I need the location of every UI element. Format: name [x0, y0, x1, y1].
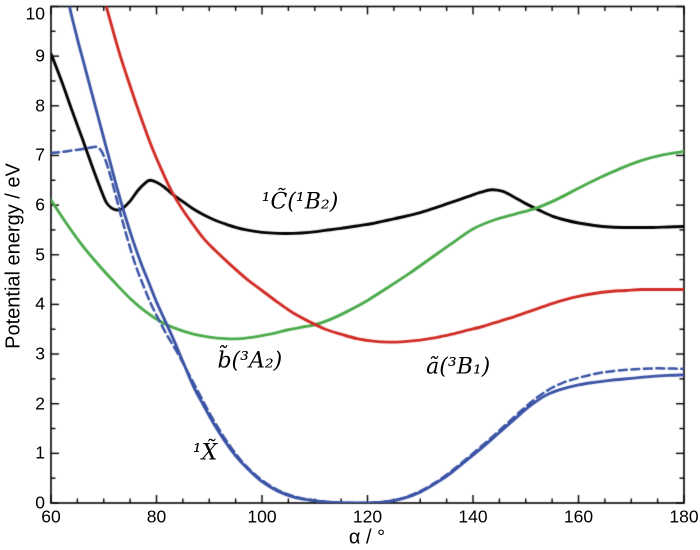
chart-canvas: [0, 0, 700, 550]
potential-energy-figure: Potential energy / eV α / ° 60 80 100 120 14…: [0, 0, 700, 550]
